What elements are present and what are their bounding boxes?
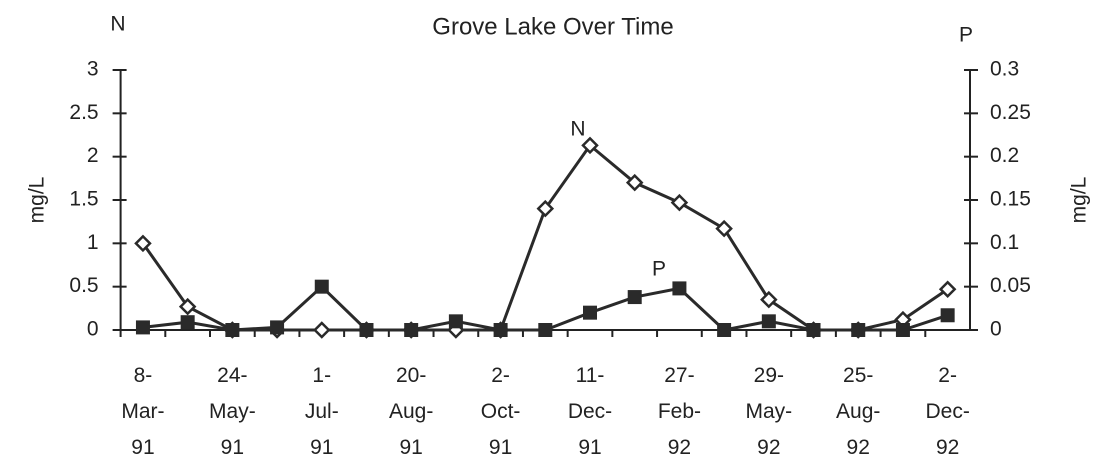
- y-tick-label: 1: [87, 231, 99, 254]
- marker: [134, 234, 152, 253]
- y2-tick-label: 0.15: [990, 188, 1031, 211]
- annotation: N: [570, 118, 585, 141]
- marker: [448, 314, 463, 329]
- y2-tick-label: 0.2: [990, 144, 1019, 167]
- y2-axis-title: mg/L: [1068, 177, 1091, 224]
- y2-tick-label: 0.1: [990, 231, 1019, 254]
- x-tick-label: 1-Jul-91: [305, 364, 339, 459]
- marker: [314, 279, 329, 294]
- y-corner-label: N: [110, 13, 125, 36]
- marker: [270, 320, 285, 335]
- marker: [404, 323, 419, 337]
- marker: [493, 323, 508, 337]
- y-tick-label: 1.5: [69, 188, 98, 211]
- marker: [178, 297, 197, 316]
- marker: [625, 173, 644, 192]
- y-tick-label: 2: [87, 144, 99, 167]
- y2-tick-label: 0.25: [990, 101, 1031, 124]
- marker: [851, 323, 866, 337]
- marker: [180, 315, 195, 330]
- marker: [670, 193, 689, 212]
- marker: [627, 290, 642, 305]
- x-tick-label: 11-Dec-91: [568, 364, 612, 459]
- marker: [359, 323, 374, 337]
- y-tick-label: 0: [87, 318, 99, 341]
- x-tick-label: 8-Mar-91: [121, 364, 164, 459]
- y-tick-label: 3: [87, 58, 99, 81]
- x-tick-label: 24-May-91: [209, 364, 256, 459]
- y-axis-title: mg/L: [26, 177, 49, 224]
- marker: [938, 280, 957, 299]
- y-tick-label: 0.5: [69, 274, 98, 297]
- marker: [940, 308, 955, 323]
- x-tick-label: 2-Dec-92: [925, 364, 969, 459]
- marker: [806, 323, 821, 337]
- marker: [581, 136, 599, 155]
- y-tick-label: 2.5: [69, 101, 98, 124]
- marker: [135, 320, 150, 335]
- marker: [225, 323, 240, 337]
- marker: [717, 323, 732, 337]
- x-tick-label: 25-Aug-92: [836, 364, 880, 459]
- annotation: P: [652, 258, 666, 281]
- chart-title: Grove Lake Over Time: [432, 13, 673, 40]
- marker: [760, 290, 778, 309]
- y2-tick-label: 0: [990, 318, 1002, 341]
- marker: [536, 199, 555, 218]
- marker: [538, 323, 553, 337]
- marker: [715, 219, 733, 238]
- marker: [313, 321, 331, 339]
- x-tick-label: 20-Aug-91: [389, 364, 433, 459]
- marker: [761, 314, 776, 329]
- marker: [672, 281, 687, 296]
- series-line: [141, 143, 949, 332]
- marker: [583, 305, 598, 320]
- x-tick-label: 27-Feb-92: [658, 364, 701, 459]
- y2-tick-label: 0.05: [990, 274, 1031, 297]
- x-tick-label: 29-May-92: [745, 364, 792, 459]
- y2-tick-label: 0.3: [990, 58, 1019, 81]
- y2-corner-label: P: [959, 24, 973, 47]
- marker: [895, 323, 910, 337]
- x-tick-label: 2-Oct-91: [481, 364, 521, 459]
